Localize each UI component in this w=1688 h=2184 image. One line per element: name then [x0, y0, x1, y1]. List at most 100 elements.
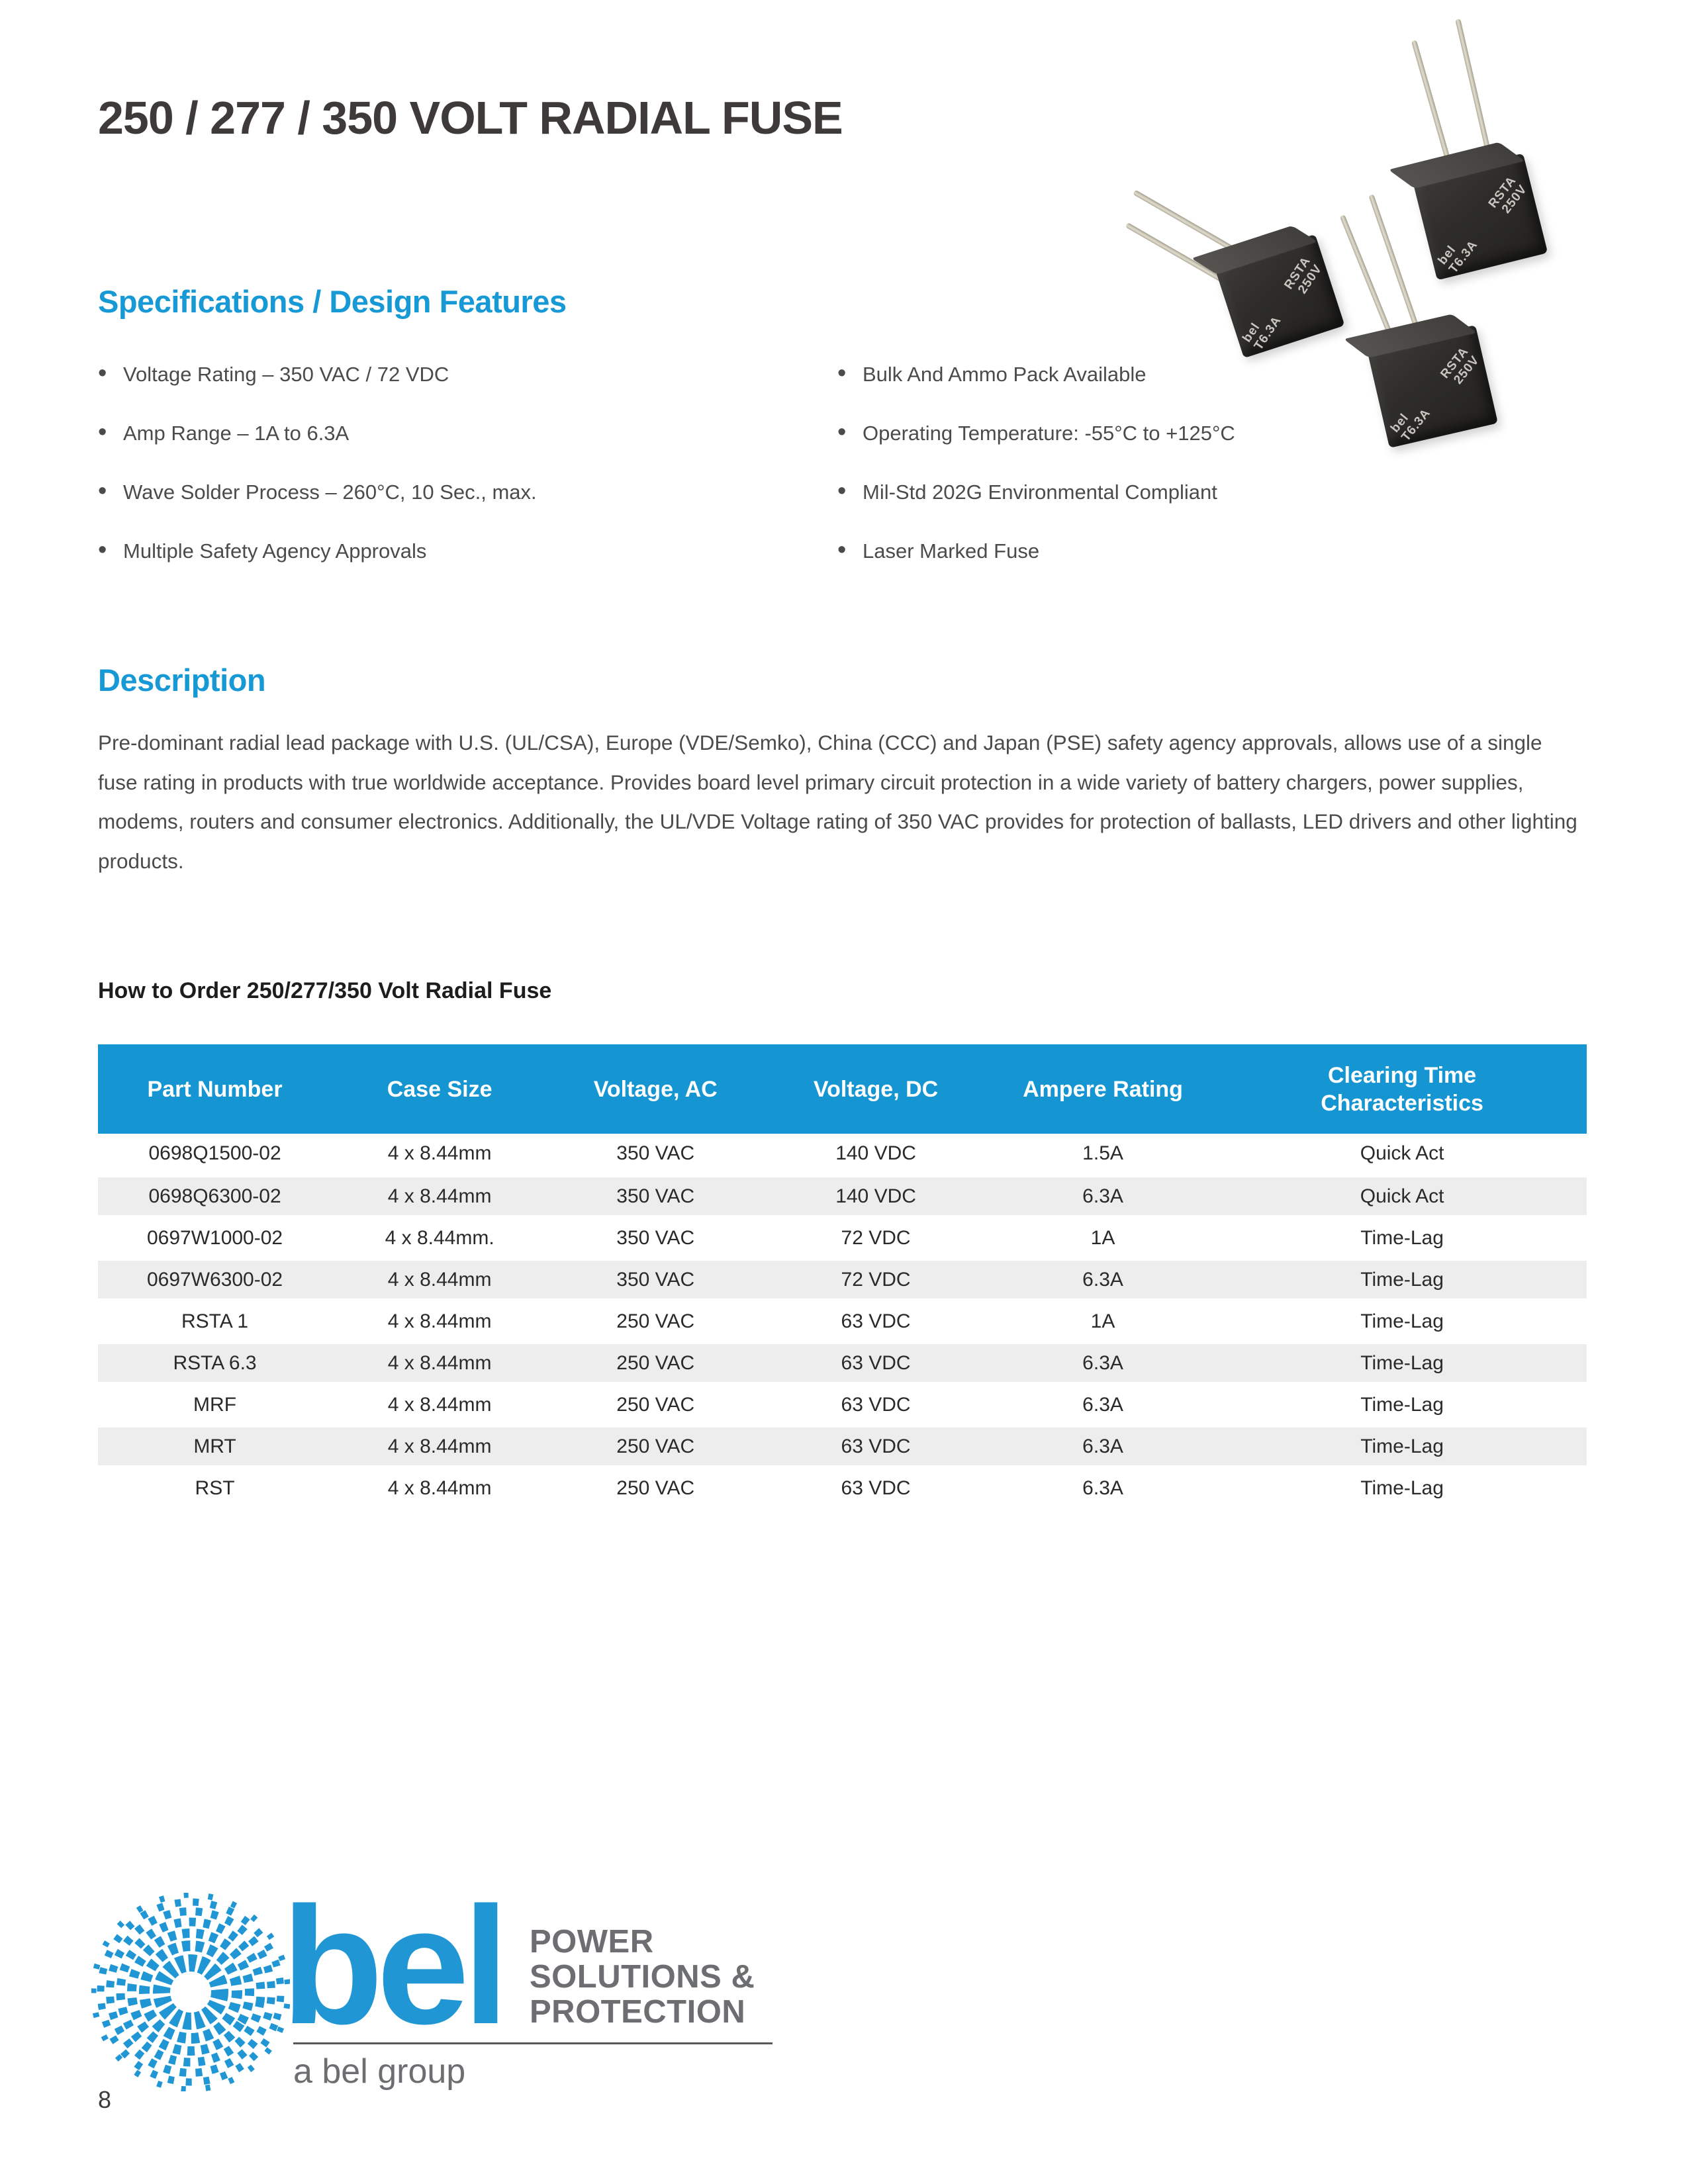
tagline-line: SOLUTIONS &: [530, 1959, 755, 1995]
column-header: Part Number: [98, 1044, 332, 1134]
table-cell: Time-Lag: [1217, 1467, 1587, 1511]
table-cell: 6.3A: [988, 1384, 1218, 1428]
fuse-marking: bel T6.3A: [1388, 397, 1433, 444]
fuse-marking: RSTA 250V: [1282, 254, 1325, 300]
table-cell: Time-Lag: [1217, 1426, 1587, 1469]
order-table: Part Number Case Size Voltage, AC Voltag…: [98, 1044, 1587, 1511]
table-cell: RSTA 6.3: [98, 1342, 332, 1386]
table-row: RSTA 6.3 4 x 8.44mm 250 VAC 63 VDC 6.3A …: [98, 1342, 1587, 1386]
table-cell: 63 VDC: [763, 1342, 988, 1386]
table-cell: 6.3A: [988, 1342, 1218, 1386]
table-cell: 250 VAC: [547, 1426, 764, 1469]
logo-sub-brand: a bel group: [293, 2052, 466, 2091]
table-cell: 1.5A: [988, 1134, 1218, 1177]
table-cell: 4 x 8.44mm: [332, 1134, 548, 1177]
table-cell: Time-Lag: [1217, 1342, 1587, 1386]
table-cell: 4 x 8.44mm: [332, 1259, 548, 1302]
spec-bullet: Voltage Rating – 350 VAC / 72 VDC: [98, 361, 793, 387]
table-cell: Quick Act: [1217, 1134, 1587, 1177]
fuse-marking: RSTA 250V: [1438, 345, 1482, 390]
spec-bullet: Bulk And Ammo Pack Available: [837, 361, 1599, 387]
table-row: 0697W6300-02 4 x 8.44mm 350 VAC 72 VDC 6…: [98, 1259, 1587, 1302]
table-cell: 6.3A: [988, 1426, 1218, 1469]
spec-bullet: Multiple Safety Agency Approvals: [98, 538, 793, 563]
fuse-body: RSTA 250V bel T6.3A: [1388, 142, 1548, 281]
page-title: 250 / 277 / 350 VOLT RADIAL FUSE: [98, 92, 843, 144]
table-row: MRF 4 x 8.44mm 250 VAC 63 VDC 6.3A Time-…: [98, 1384, 1587, 1428]
table-cell: 4 x 8.44mm: [332, 1467, 548, 1511]
table-row: 0698Q6300-02 4 x 8.44mm 350 VAC 140 VDC …: [98, 1175, 1587, 1219]
table-cell: 350 VAC: [547, 1259, 764, 1302]
table-cell: RST: [98, 1467, 332, 1511]
table-cell: 4 x 8.44mm: [332, 1384, 548, 1428]
table-cell: 63 VDC: [763, 1426, 988, 1469]
fuse-marking: RSTA 250V: [1486, 174, 1530, 220]
column-header-label: Clearing Time Characteristics: [1321, 1062, 1483, 1116]
table-cell: 140 VDC: [763, 1134, 988, 1177]
fuse-lead: [1368, 194, 1423, 340]
logo-tagline: POWER SOLUTIONS & PROTECTION: [530, 1925, 755, 2030]
table-cell: 4 x 8.44mm: [332, 1426, 548, 1469]
table-header-row: Part Number Case Size Voltage, AC Voltag…: [98, 1044, 1587, 1134]
table-cell: MRT: [98, 1426, 332, 1469]
table-cell: 350 VAC: [547, 1134, 764, 1177]
table-row: RST 4 x 8.44mm 250 VAC 63 VDC 6.3A Time-…: [98, 1467, 1587, 1511]
spec-bullet: Amp Range – 1A to 6.3A: [98, 420, 793, 445]
table-cell: 4 x 8.44mm: [332, 1175, 548, 1219]
table-cell: 350 VAC: [547, 1175, 764, 1219]
table-cell: 0697W6300-02: [98, 1259, 332, 1302]
spec-bullet: Operating Temperature: -55°C to +125°C: [837, 420, 1599, 445]
table-cell: 350 VAC: [547, 1217, 764, 1261]
table-cell: 250 VAC: [547, 1467, 764, 1511]
table-cell: 250 VAC: [547, 1384, 764, 1428]
logo-divider: [293, 2042, 773, 2044]
table-cell: Quick Act: [1217, 1175, 1587, 1219]
table-cell: 63 VDC: [763, 1384, 988, 1428]
column-header: Voltage, DC: [763, 1044, 988, 1134]
table-cell: 4 x 8.44mm: [332, 1300, 548, 1344]
table-cell: 250 VAC: [547, 1342, 764, 1386]
spec-bullets-left: Voltage Rating – 350 VAC / 72 VDC Amp Ra…: [98, 361, 793, 598]
table-row: RSTA 1 4 x 8.44mm 250 VAC 63 VDC 1A Time…: [98, 1300, 1587, 1344]
table-cell: 4 x 8.44mm: [332, 1342, 548, 1386]
table-cell: 72 VDC: [763, 1217, 988, 1261]
table-row: MRT 4 x 8.44mm 250 VAC 63 VDC 6.3A Time-…: [98, 1426, 1587, 1469]
tagline-line: POWER: [530, 1924, 654, 1960]
spec-bullet: Wave Solder Process – 260°C, 10 Sec., ma…: [98, 479, 793, 504]
table-cell: Time-Lag: [1217, 1300, 1587, 1344]
spec-bullets-right: Bulk And Ammo Pack Available Operating T…: [837, 361, 1599, 598]
table-row: 0698Q1500-02 4 x 8.44mm 350 VAC 140 VDC …: [98, 1134, 1587, 1177]
table-cell: 4 x 8.44mm.: [332, 1217, 548, 1261]
fuse-marking: bel T6.3A: [1435, 229, 1480, 276]
order-table-heading: How to Order 250/277/350 Volt Radial Fus…: [98, 978, 552, 1003]
table-cell: 1A: [988, 1300, 1218, 1344]
table-cell: Time-Lag: [1217, 1384, 1587, 1428]
table-cell: 6.3A: [988, 1467, 1218, 1511]
column-header: Clearing Time Characteristics: [1217, 1044, 1587, 1134]
column-header: Case Size: [332, 1044, 548, 1134]
bel-logo-text: bel: [281, 1873, 509, 2059]
table-cell: RSTA 1: [98, 1300, 332, 1344]
fuse-marking: bel T6.3A: [1241, 306, 1285, 353]
table-cell: 140 VDC: [763, 1175, 988, 1219]
page-number: 8: [98, 2086, 112, 2113]
description-heading: Description: [98, 662, 266, 698]
table-row: 0697W1000-02 4 x 8.44mm. 350 VAC 72 VDC …: [98, 1217, 1587, 1261]
table-cell: 0697W1000-02: [98, 1217, 332, 1261]
bel-logo-mosaic-icon: [91, 1893, 290, 2091]
table-cell: 63 VDC: [763, 1467, 988, 1511]
spec-bullet: Mil-Std 202G Environmental Compliant: [837, 479, 1599, 504]
column-header: Voltage, AC: [547, 1044, 764, 1134]
table-cell: 6.3A: [988, 1175, 1218, 1219]
spec-bullet: Laser Marked Fuse: [837, 538, 1599, 563]
description-paragraph: Pre-dominant radial lead package with U.…: [98, 731, 1577, 873]
table-cell: 1A: [988, 1217, 1218, 1261]
specifications-heading: Specifications / Design Features: [98, 284, 567, 319]
table-cell: 63 VDC: [763, 1300, 988, 1344]
table-cell: Time-Lag: [1217, 1259, 1587, 1302]
table-cell: Time-Lag: [1217, 1217, 1587, 1261]
table-cell: 250 VAC: [547, 1300, 764, 1344]
table-cell: 0698Q1500-02: [98, 1134, 332, 1177]
column-header: Ampere Rating: [988, 1044, 1218, 1134]
table-cell: 72 VDC: [763, 1259, 988, 1302]
